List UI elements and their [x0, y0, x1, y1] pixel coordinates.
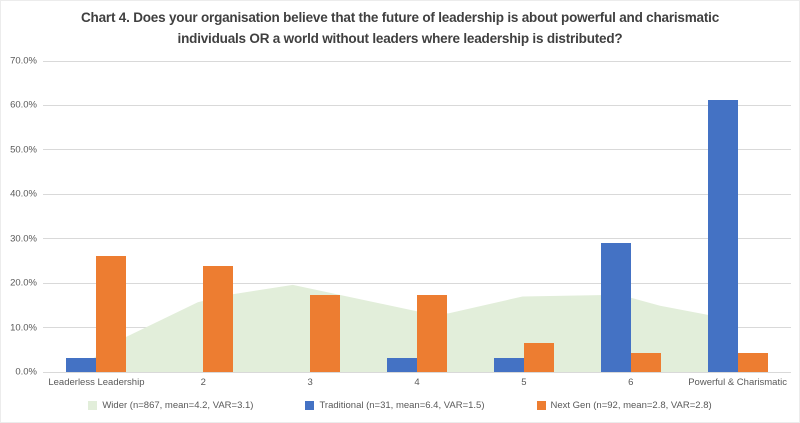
category-group-3 [257, 61, 364, 372]
legend-item: Wider (n=867, mean=4.2, VAR=3.1) [88, 400, 253, 411]
y-axis-tick-label: 10.0% [10, 322, 37, 334]
y-axis-tick-label: 60.0% [10, 99, 37, 111]
legend-label: Traditional (n=31, mean=6.4, VAR=1.5) [319, 400, 485, 411]
gridline [43, 104, 791, 106]
bar-traditional [66, 357, 97, 372]
x-axis-category-label: Leaderless Leadership [48, 377, 145, 388]
x-axis-category-label: 5 [521, 377, 527, 388]
bar-slots-layer [43, 61, 791, 372]
legend-swatch-icon [536, 401, 546, 410]
wider-area-series [72, 284, 719, 372]
category-group-7 [684, 61, 791, 372]
category-group-6 [577, 61, 684, 372]
y-axis-tick-label: 40.0% [10, 188, 37, 200]
category-group-5 [470, 61, 577, 372]
bar-next-gen [203, 265, 234, 372]
legend-swatch-icon [305, 401, 315, 410]
wider-area-polygon [72, 284, 719, 372]
y-axis-tick-label: 50.0% [10, 144, 37, 156]
plot-area [43, 60, 791, 373]
gridline [43, 193, 791, 195]
x-axis-category-label: 2 [200, 377, 206, 388]
legend-label: Wider (n=867, mean=4.2, VAR=3.1) [102, 400, 254, 411]
bar-traditional [600, 243, 631, 372]
y-axis-tick-label: 0.0% [15, 366, 37, 378]
x-axis-category-label: 4 [414, 377, 420, 388]
y-axis: 0.0% 10.0% 20.0% 30.0% 40.0% 50.0% 60.0% 70.0% [1, 56, 37, 378]
category-group-2 [150, 61, 257, 372]
category-group-4 [364, 61, 471, 372]
chart-title: Chart 4. Does your organisation believe … [80, 10, 720, 46]
y-axis-tick-label: 20.0% [10, 277, 37, 289]
gridline [43, 371, 791, 373]
gridline [43, 149, 791, 151]
gridline [43, 282, 791, 284]
bar-next-gen [310, 294, 341, 372]
x-axis-category-label: Powerful & Charismatic [688, 377, 787, 388]
gridline [43, 60, 791, 62]
bar-next-gen [630, 352, 661, 372]
gridline [43, 238, 791, 240]
legend-item: Traditional (n=31, mean=6.4, VAR=1.5) [305, 400, 485, 411]
bar-traditional [493, 357, 524, 372]
x-axis-category-label: 3 [307, 377, 313, 388]
bar-traditional [387, 357, 417, 372]
bar-next-gen [523, 343, 554, 372]
y-axis-tick-label: 30.0% [10, 233, 37, 245]
category-group-1 [43, 61, 150, 372]
legend: Wider (n=867, mean=4.2, VAR=3.1) Traditio… [1, 400, 799, 411]
x-axis: Leaderless Leadership 2 3 4 5 6 Powerful & Cha… [43, 377, 791, 388]
bar-traditional [707, 99, 738, 372]
y-axis-tick-label: 70.0% [10, 55, 37, 67]
bar-next-gen [96, 256, 127, 372]
bar-next-gen [737, 352, 768, 372]
bar-next-gen [417, 294, 447, 372]
legend-item: Next Gen (n=92, mean=2.8, VAR=2.8) [536, 400, 712, 411]
legend-label: Next Gen (n=92, mean=2.8, VAR=2.8) [550, 400, 712, 411]
legend-swatch-icon [88, 401, 98, 410]
x-axis-category-label: 6 [628, 377, 634, 388]
